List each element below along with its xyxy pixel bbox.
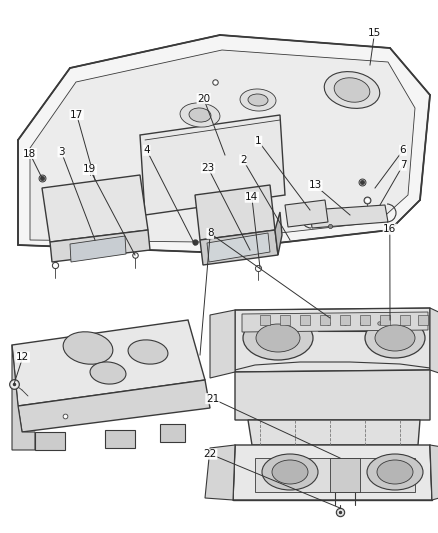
Text: 3: 3: [58, 147, 65, 157]
Polygon shape: [200, 230, 278, 265]
Ellipse shape: [365, 318, 425, 358]
Polygon shape: [360, 315, 370, 325]
Text: 19: 19: [83, 165, 96, 174]
Polygon shape: [70, 236, 126, 262]
Ellipse shape: [63, 332, 113, 364]
Ellipse shape: [324, 71, 380, 108]
Polygon shape: [12, 320, 205, 406]
Ellipse shape: [367, 454, 423, 490]
Ellipse shape: [180, 103, 220, 127]
Polygon shape: [50, 230, 150, 262]
Text: 7: 7: [399, 160, 406, 170]
Text: 14: 14: [245, 192, 258, 202]
Ellipse shape: [189, 108, 211, 122]
Text: 21: 21: [206, 394, 219, 403]
Text: 1: 1: [255, 136, 262, 146]
Polygon shape: [260, 315, 270, 325]
Polygon shape: [18, 35, 430, 252]
Polygon shape: [330, 458, 360, 492]
Polygon shape: [320, 315, 330, 325]
Polygon shape: [207, 233, 270, 262]
Ellipse shape: [256, 324, 300, 352]
Polygon shape: [35, 432, 65, 450]
Polygon shape: [233, 445, 432, 500]
Polygon shape: [380, 315, 390, 325]
Text: 13: 13: [309, 181, 322, 190]
Polygon shape: [105, 430, 135, 448]
Polygon shape: [210, 310, 235, 378]
Polygon shape: [195, 185, 275, 240]
Polygon shape: [430, 308, 438, 375]
Polygon shape: [30, 50, 415, 242]
Polygon shape: [318, 316, 395, 331]
Polygon shape: [400, 315, 410, 325]
Polygon shape: [340, 315, 350, 325]
Polygon shape: [205, 445, 235, 500]
Polygon shape: [235, 308, 430, 372]
Polygon shape: [285, 200, 328, 227]
Polygon shape: [280, 315, 290, 325]
Text: 15: 15: [368, 28, 381, 38]
Polygon shape: [18, 380, 210, 432]
Polygon shape: [242, 312, 428, 332]
Ellipse shape: [248, 94, 268, 106]
Text: 2: 2: [240, 155, 247, 165]
Polygon shape: [275, 212, 282, 255]
Polygon shape: [248, 420, 420, 445]
Polygon shape: [12, 345, 35, 450]
Text: 8: 8: [207, 229, 214, 238]
Text: 23: 23: [201, 163, 215, 173]
Polygon shape: [255, 458, 415, 492]
Ellipse shape: [240, 89, 276, 111]
Text: 16: 16: [383, 224, 396, 234]
Text: 6: 6: [399, 146, 406, 155]
Text: 17: 17: [70, 110, 83, 119]
Ellipse shape: [128, 340, 168, 364]
Text: 4: 4: [143, 146, 150, 155]
Ellipse shape: [377, 460, 413, 484]
Text: 20: 20: [197, 94, 210, 103]
Polygon shape: [310, 205, 388, 228]
Polygon shape: [235, 370, 430, 420]
Ellipse shape: [375, 325, 415, 351]
Polygon shape: [42, 175, 148, 242]
Ellipse shape: [262, 454, 318, 490]
Polygon shape: [418, 315, 428, 325]
Text: 18: 18: [23, 149, 36, 158]
Ellipse shape: [243, 316, 313, 360]
Ellipse shape: [272, 460, 308, 484]
Polygon shape: [160, 424, 185, 442]
Polygon shape: [140, 115, 285, 215]
Polygon shape: [430, 445, 438, 500]
Text: 12: 12: [16, 352, 29, 362]
Polygon shape: [300, 315, 310, 325]
Ellipse shape: [90, 362, 126, 384]
Ellipse shape: [334, 78, 370, 102]
Text: 22: 22: [204, 449, 217, 459]
